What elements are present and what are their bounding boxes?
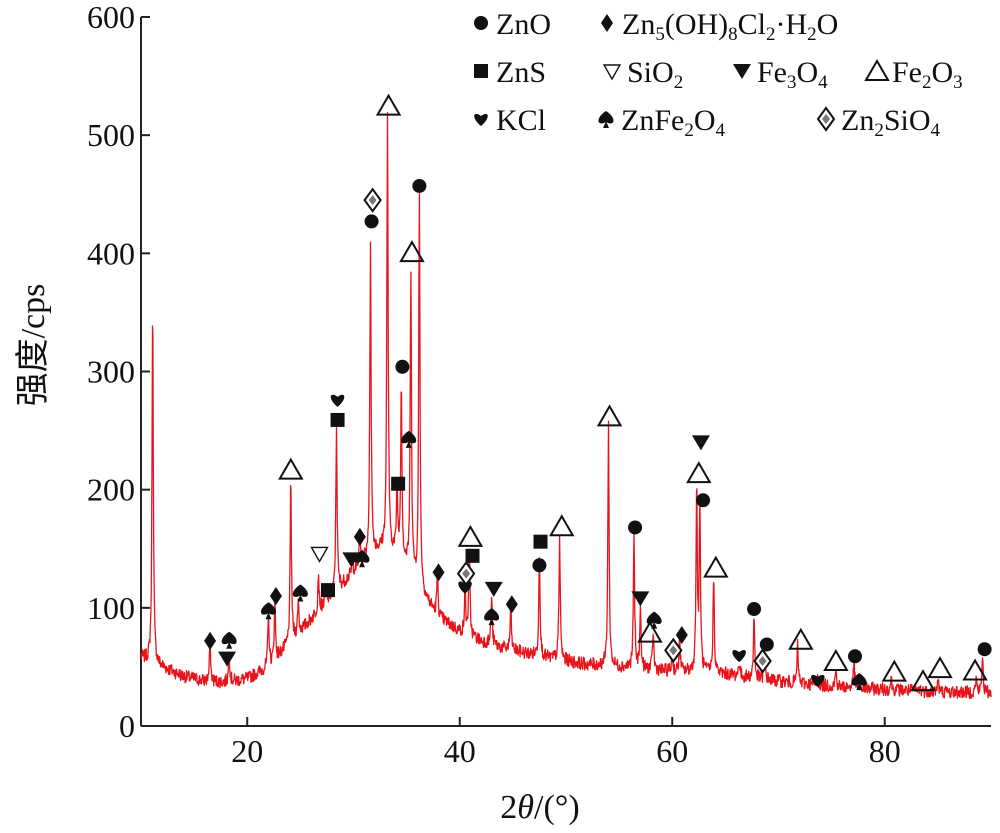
x-axis-title-theta: θ <box>517 789 534 826</box>
legend-marker-heart <box>474 113 488 126</box>
peak-marker-circle <box>532 558 547 573</box>
peak-marker-circle <box>412 178 427 193</box>
peak-marker-diamond <box>675 626 688 645</box>
legend-marker-diamond <box>601 14 613 32</box>
peak-marker-diamond-open <box>456 560 476 587</box>
legend-label: SiO2 <box>627 56 683 93</box>
legend-marker-triangle-up-open <box>864 59 890 81</box>
peak-marker-spade <box>646 611 662 629</box>
peak-marker-triangle-up-open <box>549 514 575 537</box>
peak-marker-triangle-up-open <box>399 240 425 263</box>
peak-marker-circle <box>977 642 992 657</box>
legend-label: KCl <box>496 104 546 137</box>
y-tick-label: 0 <box>119 708 135 744</box>
peak-marker-circle <box>759 637 774 652</box>
peak-marker-square <box>330 412 345 427</box>
peak-marker-diamond-open <box>363 187 382 213</box>
legend-marker-triangle-down-open <box>602 64 622 81</box>
peak-marker-triangle-down <box>691 435 710 451</box>
peak-marker-diamond <box>353 527 366 546</box>
legend-label: Zn5(OH)8Cl2·H2O <box>622 8 838 45</box>
peak-marker-spade <box>401 430 417 448</box>
peak-marker-triangle-down <box>218 651 237 667</box>
y-tick-label: 300 <box>87 354 135 390</box>
peak-marker-triangle-up-open <box>927 656 953 679</box>
peak-marker-triangle-down <box>484 581 503 597</box>
peak-marker-circle <box>848 649 862 664</box>
peak-marker-triangle-up-open <box>637 620 663 643</box>
y-tick-label: 500 <box>87 117 135 153</box>
peak-marker-diamond-open <box>753 648 772 674</box>
peak-marker-diamond-open <box>664 637 683 664</box>
x-tick-label: 40 <box>444 733 476 769</box>
peak-marker-circle <box>395 359 410 374</box>
peak-marker-square <box>465 548 480 563</box>
legend-marker-square <box>474 64 488 78</box>
peak-marker-spade <box>260 602 277 620</box>
legend-label: Fe2O3 <box>892 56 963 93</box>
x-axis-title: 2θ/(°) <box>500 789 579 826</box>
peak-marker-spade <box>292 584 308 602</box>
peak-marker-circle <box>628 520 643 535</box>
y-tick-label: 200 <box>87 472 135 508</box>
x-axis-title-number: 2 <box>500 789 517 826</box>
peak-marker-triangle-down <box>631 591 650 607</box>
x-axis-title-unit: /(°) <box>534 789 580 826</box>
peak-marker-heart <box>811 674 825 687</box>
peak-marker-square <box>321 583 335 598</box>
axes: 0 100 200 300 400 500 600 20 40 60 80 <box>87 0 991 769</box>
peak-marker-triangle-up-open <box>823 649 849 672</box>
peak-marker-heart <box>458 581 472 594</box>
peak-marker-circle <box>696 493 711 508</box>
peak-marker-square <box>391 476 406 491</box>
peak-marker-triangle-up-open <box>596 404 623 427</box>
peak-marker-spade <box>221 631 237 649</box>
peak-marker-triangle-up-open <box>457 524 484 547</box>
legend: ZnO Zn5(OH)8Cl2·H2O ZnS SiO2 Fe3O4 Fe2O3 KCl Zn… <box>474 8 963 141</box>
peak-marker-triangle-up-open <box>703 555 729 578</box>
peak-marker-triangle-up-open <box>910 669 936 692</box>
peak-marker-spade <box>484 608 500 626</box>
legend-marker-circle <box>474 16 488 30</box>
peak-marker-triangle-up-open <box>962 658 988 681</box>
xrd-pattern-line <box>140 111 992 700</box>
x-tick-label: 80 <box>869 733 901 769</box>
peak-marker-diamond <box>269 587 282 606</box>
peak-marker-spade <box>851 673 867 691</box>
peak-marker-heart <box>732 650 746 663</box>
peak-marker-triangle-up-open <box>278 457 304 480</box>
peak-marker-triangle-up-open <box>881 659 908 682</box>
peak-marker-spade <box>354 550 370 568</box>
y-tick-label: 400 <box>87 235 135 271</box>
y-tick-label: 600 <box>87 0 135 35</box>
legend-label: Zn2SiO4 <box>841 104 941 141</box>
peak-marker-triangle-down-open <box>310 546 329 563</box>
peak-marker-circle <box>364 214 379 229</box>
peak-marker-triangle-up-open <box>686 461 712 484</box>
legend-marker-triangle-down <box>733 64 751 79</box>
y-axis-title: 强度/cps <box>14 284 52 407</box>
legend-marker-spade <box>598 111 614 128</box>
peak-marker-diamond <box>505 595 518 614</box>
peak-marker-diamond <box>204 631 217 650</box>
x-tick-label: 20 <box>231 733 263 769</box>
peak-marker-triangle-up-open <box>375 93 402 116</box>
peak-marker-square <box>533 534 548 549</box>
legend-label: ZnFe2O4 <box>621 104 726 141</box>
peak-markers <box>204 93 992 692</box>
legend-marker-diamond-open <box>816 106 836 132</box>
peak-marker-circle <box>747 602 762 617</box>
y-tick-label: 100 <box>87 590 135 626</box>
x-tick-label: 60 <box>656 733 688 769</box>
peak-marker-heart <box>330 394 345 407</box>
peak-marker-diamond <box>432 563 445 582</box>
legend-label: ZnO <box>496 8 551 41</box>
legend-label: Fe3O4 <box>757 56 828 93</box>
legend-label: ZnS <box>496 56 546 89</box>
peak-marker-triangle-up-open <box>788 627 814 650</box>
